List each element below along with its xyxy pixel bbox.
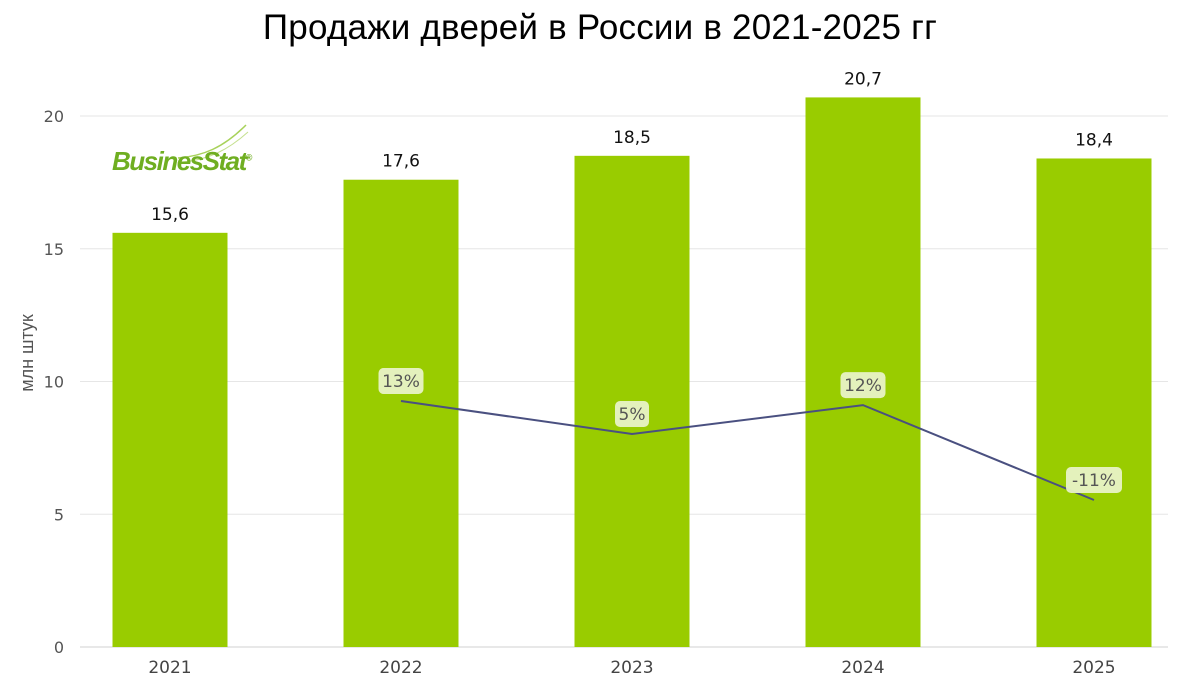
growth-label-bg [378, 368, 424, 394]
x-axis: 2021 2022 2023 2024 2025 [148, 658, 1115, 678]
x-tick-label: 2022 [379, 658, 422, 678]
x-tick-label: 2023 [610, 658, 653, 678]
y-axis: 0 5 10 15 20 [44, 107, 64, 657]
bar-2021 [112, 232, 228, 647]
bars: 15,6 17,6 18,5 20,7 18,4 [112, 69, 1152, 648]
y-tick-label: 5 [54, 505, 64, 524]
growth-label: 12% [844, 376, 882, 396]
growth-label: 13% [382, 372, 420, 392]
logo-text: BusinesStat® [112, 146, 252, 177]
logo-name: BusinesStat [112, 146, 247, 176]
businesstat-logo: BusinesStat® [108, 120, 258, 182]
bar-value-label: 18,5 [613, 128, 651, 148]
bar-value-label: 18,4 [1075, 130, 1113, 150]
y-tick-label: 10 [44, 373, 64, 392]
y-tick-label: 15 [44, 240, 64, 259]
growth-label-bg [840, 372, 886, 399]
bar-2022 [343, 179, 459, 647]
growth-label-bg [615, 401, 649, 427]
chart-title: Продажи дверей в России в 2021-2025 гг [262, 8, 938, 47]
bar-value-label: 20,7 [844, 69, 882, 89]
growth-label-bg [1066, 467, 1122, 493]
growth-line-group: 13% 5% 12% -11% [378, 368, 1122, 501]
growth-label: 5% [619, 405, 646, 425]
y-tick-label: 0 [54, 638, 64, 657]
growth-line [400, 400, 1095, 501]
logo-swoosh-icon [177, 124, 249, 163]
bar-2025 [1036, 158, 1152, 648]
growth-label: -11% [1072, 471, 1116, 491]
bar-value-label: 15,6 [151, 205, 189, 225]
x-tick-label: 2021 [148, 658, 191, 678]
logo-registered-mark: ® [245, 152, 253, 163]
y-tick-label: 20 [44, 107, 64, 126]
x-tick-label: 2025 [1072, 658, 1115, 678]
x-tick-label: 2024 [841, 658, 884, 678]
bar-value-label: 17,6 [382, 152, 420, 172]
y-axis-label: млн штук [17, 314, 37, 392]
